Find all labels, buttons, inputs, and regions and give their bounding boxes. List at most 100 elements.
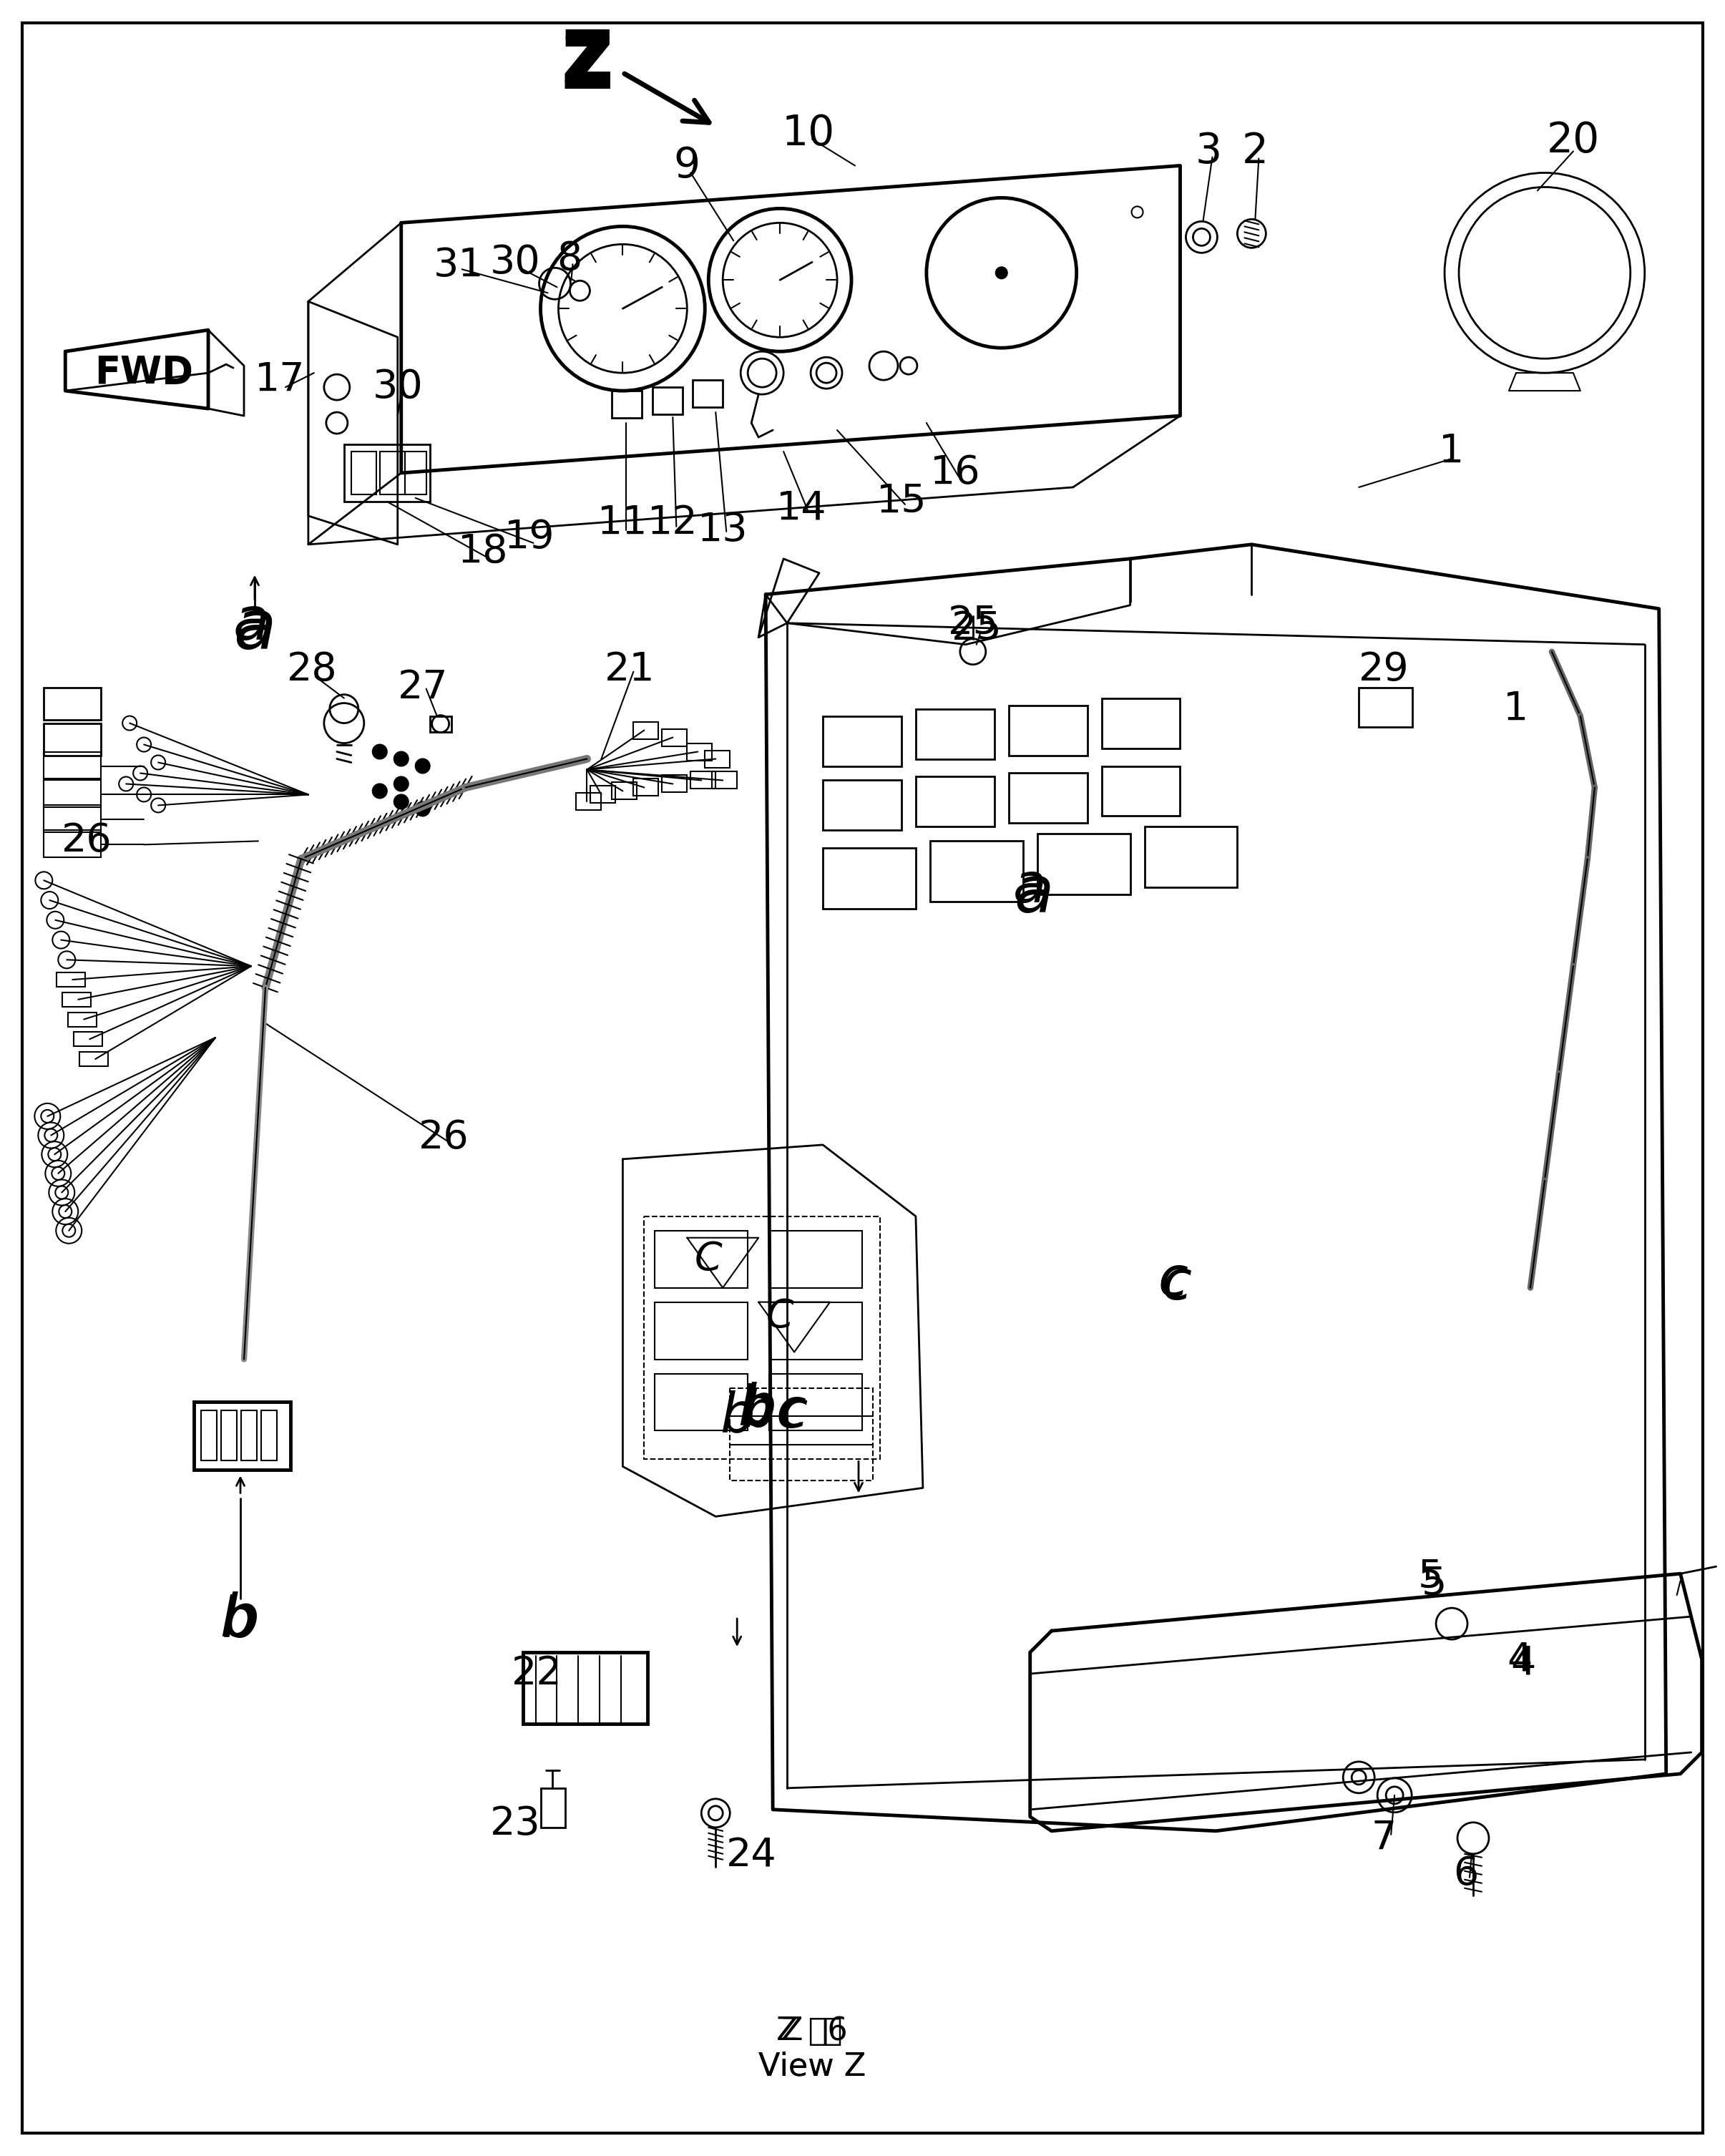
Bar	[1359, 688, 1413, 727]
Bar	[690, 772, 716, 789]
Text: 3: 3	[1195, 132, 1221, 172]
Bar	[405, 451, 426, 494]
Text: b: b	[738, 1382, 773, 1436]
Bar	[62, 992, 91, 1007]
Bar	[693, 379, 723, 407]
Text: 17: 17	[255, 360, 305, 399]
Bar	[730, 1388, 873, 1481]
Text: FWD: FWD	[95, 354, 193, 392]
Bar	[242, 1410, 257, 1462]
Bar	[916, 776, 994, 826]
Text: c: c	[776, 1386, 806, 1440]
Bar	[43, 806, 102, 832]
Text: View Z: View Z	[759, 2053, 866, 2083]
Bar	[633, 722, 659, 740]
Bar	[823, 847, 916, 910]
Text: 21: 21	[605, 651, 656, 690]
Text: 6: 6	[1454, 1854, 1478, 1893]
Bar	[221, 1410, 236, 1462]
Text: 30: 30	[490, 244, 542, 282]
Bar	[662, 729, 687, 746]
Bar	[43, 722, 102, 755]
Bar	[930, 841, 1023, 901]
Text: 10: 10	[781, 112, 835, 153]
Text: 7: 7	[1371, 1820, 1397, 1858]
Bar	[343, 444, 430, 502]
Bar	[1009, 774, 1087, 824]
Text: 15: 15	[876, 483, 926, 522]
Text: 9: 9	[674, 144, 700, 185]
Text: 20: 20	[1547, 121, 1599, 162]
Bar	[633, 778, 659, 796]
Circle shape	[393, 776, 409, 791]
Text: 31: 31	[433, 246, 483, 285]
Circle shape	[416, 759, 430, 774]
Bar	[590, 787, 616, 804]
Text: 18: 18	[459, 533, 509, 571]
Text: 26: 26	[62, 821, 112, 860]
Text: 26: 26	[419, 1119, 469, 1158]
Text: 30: 30	[373, 369, 423, 407]
Text: 2: 2	[1242, 132, 1268, 172]
Bar	[1009, 705, 1087, 755]
Text: b: b	[719, 1391, 754, 1442]
Text: View Z: View Z	[759, 2053, 866, 2083]
Bar	[523, 1651, 649, 1725]
Text: 1: 1	[1504, 690, 1528, 729]
Text: c: c	[1161, 1257, 1192, 1311]
Text: a: a	[233, 595, 269, 651]
Text: 14: 14	[776, 489, 826, 528]
Text: b: b	[742, 1382, 776, 1434]
Text: 4: 4	[1511, 1643, 1535, 1682]
Bar	[576, 793, 602, 811]
Bar	[656, 1373, 749, 1432]
Bar	[260, 1410, 276, 1462]
Bar	[769, 1231, 862, 1287]
Text: C: C	[695, 1240, 723, 1279]
Text: 22: 22	[512, 1654, 562, 1692]
Text: 4: 4	[1508, 1641, 1532, 1680]
Text: 16: 16	[930, 453, 980, 492]
Bar	[916, 709, 994, 759]
Bar	[706, 750, 730, 768]
Bar	[1102, 699, 1180, 748]
Text: b: b	[221, 1591, 259, 1649]
Bar	[540, 1787, 566, 1828]
Circle shape	[995, 267, 1007, 278]
Text: 5: 5	[1418, 1559, 1442, 1598]
Bar	[652, 388, 683, 414]
Bar	[430, 716, 452, 731]
Bar	[823, 780, 902, 830]
Bar	[769, 1302, 862, 1358]
Text: 11: 11	[597, 505, 649, 543]
Text: 25: 25	[950, 610, 1002, 649]
Bar	[43, 780, 102, 808]
Text: a: a	[233, 597, 276, 664]
Bar	[1037, 834, 1130, 895]
Bar	[202, 1410, 217, 1462]
Text: 1: 1	[1439, 431, 1465, 470]
Text: 13: 13	[697, 511, 749, 550]
Text: 12: 12	[647, 505, 699, 543]
Bar	[74, 1033, 102, 1046]
Circle shape	[393, 752, 409, 765]
Text: 5: 5	[1421, 1565, 1447, 1604]
Circle shape	[416, 802, 430, 817]
Bar	[712, 772, 737, 789]
Text: b: b	[219, 1593, 254, 1647]
Bar	[352, 451, 376, 494]
Text: b: b	[743, 1388, 775, 1436]
Bar	[656, 1302, 749, 1358]
Bar	[643, 1216, 880, 1460]
Bar	[43, 688, 102, 720]
Bar	[1144, 826, 1237, 888]
Bar	[612, 390, 642, 418]
Text: 25: 25	[947, 604, 999, 642]
Text: C: C	[766, 1298, 794, 1335]
Circle shape	[373, 744, 386, 759]
Text: a: a	[1014, 862, 1054, 927]
Bar	[656, 1231, 749, 1287]
Text: a: a	[1013, 860, 1047, 914]
Text: 8: 8	[557, 239, 581, 278]
Bar	[43, 830, 102, 858]
